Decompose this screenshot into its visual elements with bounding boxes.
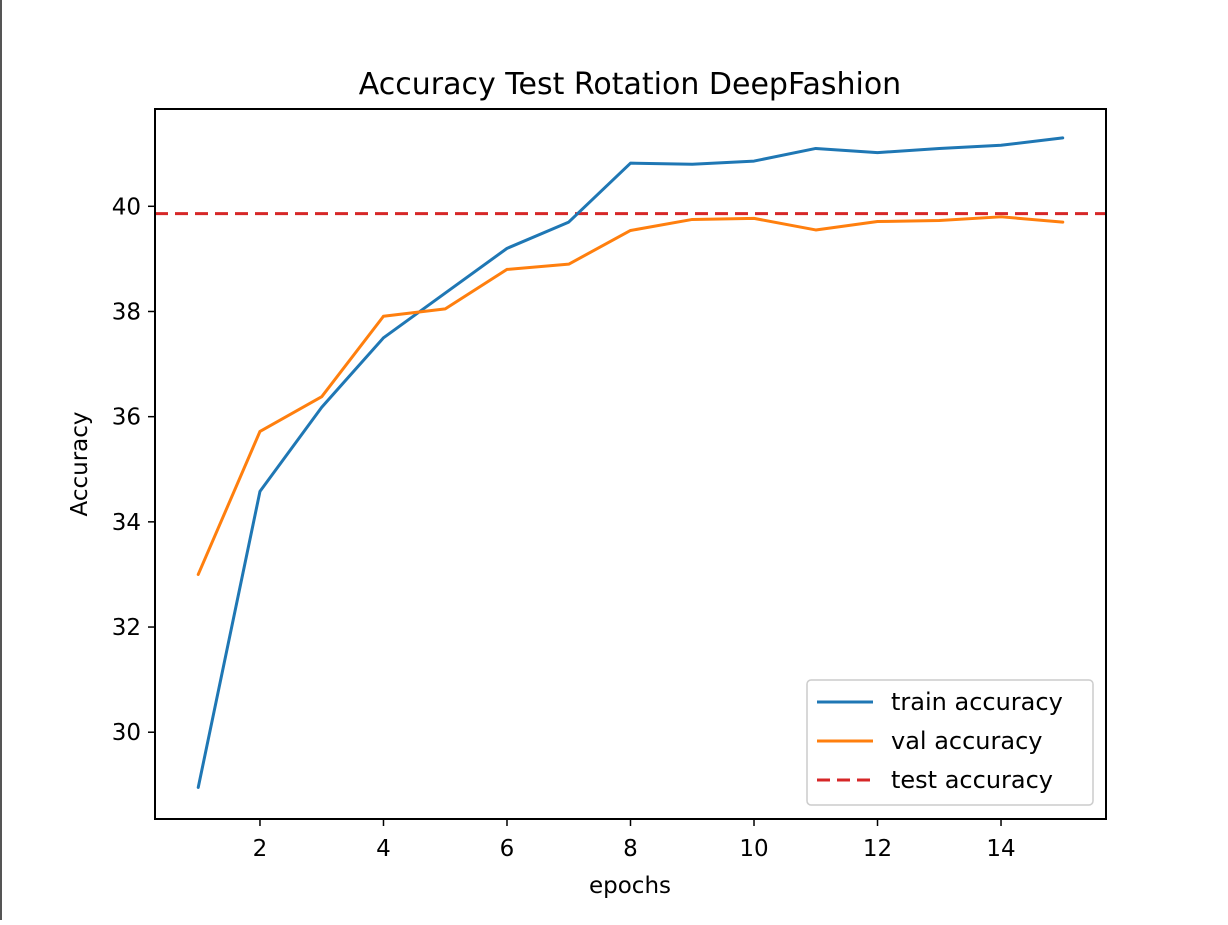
legend-label-train-accuracy: train accuracy bbox=[891, 688, 1063, 716]
y-tick-label: 32 bbox=[112, 615, 141, 641]
y-tick-label: 38 bbox=[112, 299, 141, 325]
y-tick-label: 36 bbox=[112, 405, 141, 431]
x-tick-label: 6 bbox=[500, 836, 515, 862]
legend-label-test-accuracy: test accuracy bbox=[891, 766, 1053, 794]
chart-title: Accuracy Test Rotation DeepFashion bbox=[359, 67, 901, 102]
x-tick-label: 8 bbox=[623, 836, 638, 862]
legend: train accuracy val accuracy test accuracy bbox=[807, 680, 1093, 805]
x-tick-label: 10 bbox=[739, 836, 768, 862]
y-tick-label: 40 bbox=[112, 194, 141, 220]
image-left-border bbox=[0, 0, 2, 920]
y-axis-label: Accuracy bbox=[67, 411, 93, 516]
x-tick-label: 12 bbox=[863, 836, 892, 862]
series-line-val-accuracy bbox=[198, 217, 1063, 575]
legend-label-val-accuracy: val accuracy bbox=[891, 727, 1043, 755]
x-tick-label: 14 bbox=[986, 836, 1015, 862]
y-tick-label: 30 bbox=[112, 720, 141, 746]
y-tick-label: 34 bbox=[112, 510, 141, 536]
x-tick-label: 4 bbox=[376, 836, 391, 862]
x-axis-label: epochs bbox=[589, 873, 671, 899]
x-tick-label: 2 bbox=[253, 836, 268, 862]
